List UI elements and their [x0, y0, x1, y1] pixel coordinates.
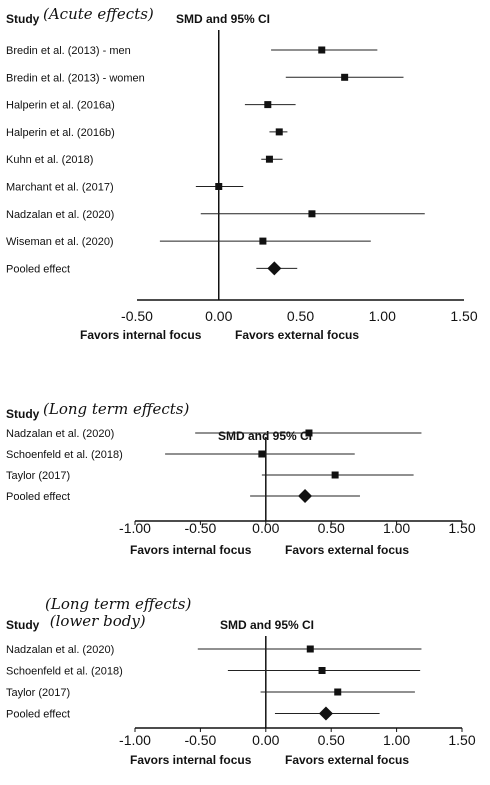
pooled-effect-label: Pooled effect	[6, 709, 70, 721]
pooled-diamond	[298, 489, 313, 503]
point-estimate	[264, 101, 272, 109]
study-label: Nadzalan et al. (2020)	[6, 644, 114, 656]
x-tick-label: 0.50	[287, 308, 314, 324]
x-tick-label: 1.50	[448, 520, 475, 536]
xlabel-right: Favors external focus	[235, 328, 360, 342]
point-estimate	[341, 73, 349, 81]
point-estimate	[275, 128, 283, 136]
study-label: Bredin et al. (2013) - women	[6, 72, 145, 84]
header-study: Study	[6, 407, 40, 421]
header-note: (Acute effects)	[43, 5, 154, 23]
point-estimate	[215, 183, 223, 190]
forest-panel-acute: Study (Acute effects) SMD and 95% CI -0.…	[0, 0, 490, 350]
point-estimate	[308, 210, 316, 218]
x-tick-label: 0.50	[318, 520, 345, 536]
study-label: Marchant et al. (2017)	[6, 182, 114, 194]
pooled-diamond	[267, 261, 282, 276]
point-estimate	[258, 450, 266, 458]
header-ci: SMD and 95% CI	[220, 618, 315, 632]
header-note: (Long term effects)	[43, 400, 190, 418]
x-tick-label: -0.50	[184, 732, 216, 748]
point-estimate	[306, 645, 314, 653]
forest-panel-long-term-lower-body: Study (Long term effects) (lower body) S…	[0, 596, 490, 785]
pooled-effect-label: Pooled effect	[6, 263, 70, 275]
study-label: Schoenfeld et al. (2018)	[6, 666, 123, 678]
xlabel-right: Favors external focus	[285, 543, 410, 557]
xlabel-left: Favors internal focus	[80, 328, 202, 342]
study-label: Schoenfeld et al. (2018)	[6, 449, 123, 461]
study-label: Halperin et al. (2016b)	[6, 127, 115, 139]
point-estimate	[318, 46, 326, 54]
point-estimate	[318, 667, 326, 674]
study-label: Halperin et al. (2016a)	[6, 100, 115, 112]
pooled-effect-label: Pooled effect	[6, 491, 70, 503]
header-ci: SMD and 95% CI	[176, 12, 271, 26]
pooled-diamond	[318, 706, 333, 721]
header-note: (Long term effects) (lower body)	[45, 595, 192, 630]
x-tick-label: 0.50	[318, 732, 345, 748]
forest-plot: -0.50 0.00 0.50 1.00 1.50 Bredin et al. (2013…	[6, 30, 478, 324]
x-tick-label: 0.00	[252, 732, 279, 748]
x-tick-label: 1.00	[383, 520, 410, 536]
x-tick-label: -1.00	[119, 520, 151, 536]
x-tick-label: 1.50	[448, 732, 475, 748]
point-estimate	[259, 237, 267, 245]
xlabel-left: Favors internal focus	[130, 753, 252, 767]
study-label: Taylor (2017)	[6, 470, 70, 482]
study-label: Nadzalan et al. (2020)	[6, 209, 114, 221]
x-tick-label: -0.50	[121, 308, 153, 324]
xlabel-left: Favors internal focus	[130, 543, 252, 557]
x-tick-label: 0.00	[252, 520, 279, 536]
forest-plot: -1.00 -0.50 0.00 0.50 1.00 1.50 Nadzalan et al…	[6, 428, 476, 536]
xlabel-right: Favors external focus	[285, 753, 410, 767]
study-label: Bredin et al. (2013) - men	[6, 45, 131, 57]
header-study: Study	[6, 618, 40, 632]
header-study: Study	[6, 12, 40, 26]
forest-panel-long-term: Study (Long term effects) SMD and 95% CI…	[0, 395, 490, 575]
x-tick-label: 1.50	[450, 308, 477, 324]
x-tick-label: -0.50	[184, 520, 216, 536]
study-label: Wiseman et al. (2020)	[6, 236, 114, 248]
point-estimate	[334, 688, 342, 696]
x-tick-label: 1.00	[369, 308, 396, 324]
x-tick-label: 0.00	[205, 308, 232, 324]
study-label: Taylor (2017)	[6, 687, 70, 699]
study-label: Kuhn et al. (2018)	[6, 154, 93, 166]
forest-plot: -1.00 -0.50 0.00 0.50 1.00 1.50 Nadzalan et al…	[6, 636, 476, 748]
point-estimate	[331, 471, 339, 479]
x-tick-label: 1.00	[383, 732, 410, 748]
study-label: Nadzalan et al. (2020)	[6, 428, 114, 440]
x-tick-label: -1.00	[119, 732, 151, 748]
point-estimate	[305, 429, 313, 437]
point-estimate	[265, 155, 273, 163]
